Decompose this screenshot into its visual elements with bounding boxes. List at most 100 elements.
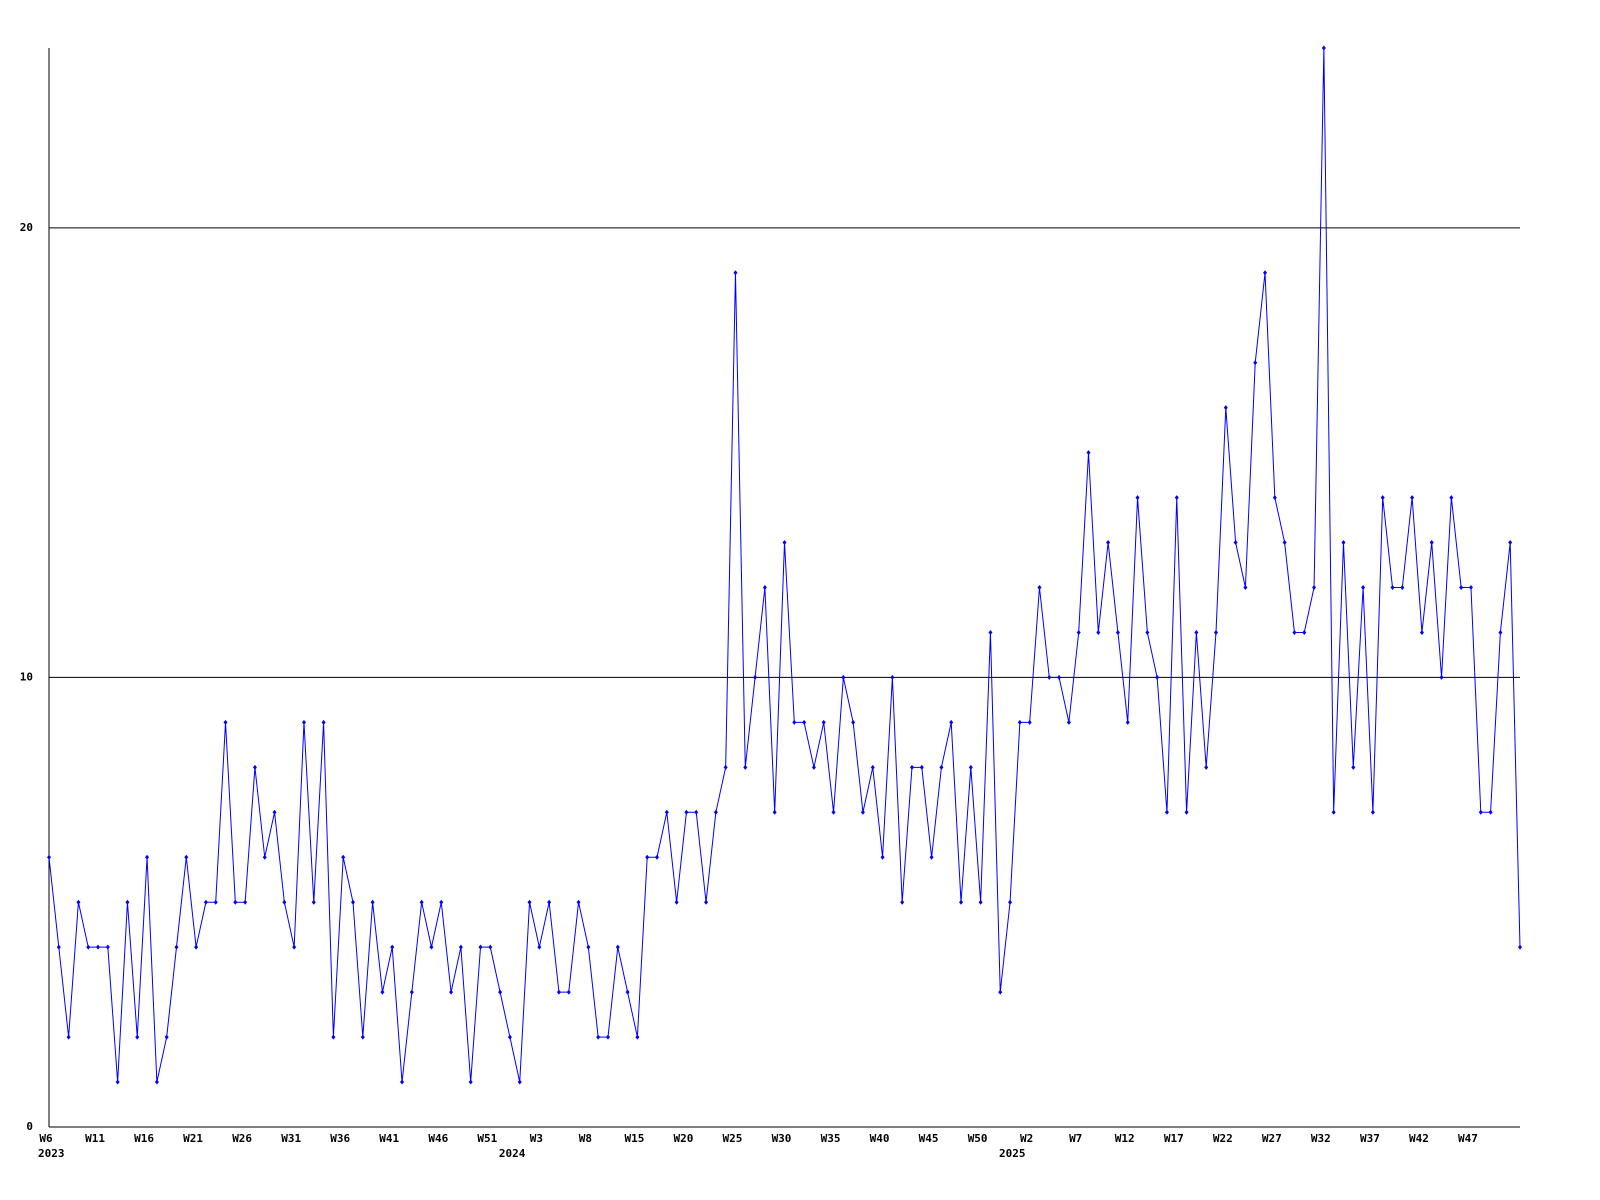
data-point bbox=[762, 585, 767, 590]
data-point bbox=[939, 764, 944, 770]
data-point bbox=[1518, 944, 1522, 950]
data-point bbox=[262, 854, 267, 860]
data-point bbox=[439, 899, 444, 905]
data-point bbox=[694, 809, 699, 815]
data-point bbox=[429, 944, 434, 950]
data-point bbox=[252, 764, 257, 770]
data-point bbox=[1066, 719, 1071, 725]
data-point bbox=[1204, 764, 1209, 770]
data-point bbox=[282, 899, 287, 905]
data-point bbox=[56, 944, 61, 950]
data-point bbox=[704, 899, 709, 905]
x-tick-label: W12 bbox=[1115, 1132, 1135, 1145]
data-point bbox=[517, 1079, 522, 1085]
data-point bbox=[890, 674, 895, 680]
data-point bbox=[841, 674, 846, 680]
data-point bbox=[1233, 540, 1238, 546]
y-tick-label: 0 bbox=[26, 1120, 33, 1133]
data-point bbox=[547, 899, 552, 905]
data-point bbox=[174, 944, 179, 950]
data-point bbox=[909, 764, 914, 770]
x-tick-label: W51 bbox=[477, 1132, 497, 1145]
data-point bbox=[1429, 540, 1434, 546]
data-point bbox=[1047, 674, 1052, 680]
data-point bbox=[233, 899, 238, 905]
data-point bbox=[1076, 629, 1081, 635]
data-point bbox=[753, 674, 758, 680]
data-point bbox=[498, 989, 503, 995]
data-point bbox=[792, 719, 797, 725]
data-point bbox=[743, 764, 748, 770]
data-point bbox=[1282, 540, 1287, 546]
x-tick-label: W41 bbox=[379, 1132, 399, 1145]
data-point bbox=[1478, 809, 1483, 815]
data-point bbox=[537, 944, 542, 950]
data-point bbox=[811, 764, 816, 770]
data-point bbox=[919, 764, 924, 770]
data-point bbox=[998, 989, 1003, 995]
data-point bbox=[370, 899, 375, 905]
data-point bbox=[625, 989, 630, 995]
x-tick-label: W45 bbox=[919, 1132, 939, 1145]
data-point bbox=[409, 989, 414, 995]
data-point bbox=[1223, 405, 1228, 411]
x-tick-label: W47 bbox=[1458, 1132, 1478, 1145]
data-point bbox=[154, 1079, 159, 1085]
x-tick-label: W25 bbox=[723, 1132, 743, 1145]
data-point bbox=[272, 809, 277, 815]
x-tick-label: W6 bbox=[39, 1132, 53, 1145]
data-point bbox=[380, 989, 385, 995]
data-point bbox=[1253, 360, 1258, 366]
data-point bbox=[1361, 585, 1366, 590]
x-tick-label: W46 bbox=[428, 1132, 448, 1145]
data-point bbox=[1135, 495, 1140, 501]
data-point bbox=[1302, 629, 1307, 635]
data-point bbox=[664, 809, 669, 815]
data-point bbox=[1017, 719, 1022, 725]
x-tick-label: W27 bbox=[1262, 1132, 1282, 1145]
data-point bbox=[292, 944, 297, 950]
data-point bbox=[1037, 585, 1042, 590]
data-point bbox=[1351, 764, 1356, 770]
data-point bbox=[1508, 540, 1513, 546]
data-point bbox=[1439, 674, 1444, 680]
data-point bbox=[135, 1034, 140, 1040]
year-label: 2025 bbox=[999, 1147, 1026, 1160]
data-point bbox=[1498, 629, 1503, 635]
data-point bbox=[772, 809, 777, 815]
data-point bbox=[880, 854, 885, 860]
data-point bbox=[1380, 495, 1385, 501]
x-tick-label: W30 bbox=[772, 1132, 792, 1145]
data-point bbox=[1341, 540, 1346, 546]
x-tick-label: W2 bbox=[1020, 1132, 1033, 1145]
data-point bbox=[125, 899, 130, 905]
data-point bbox=[860, 809, 865, 815]
data-point bbox=[1096, 629, 1101, 635]
data-point bbox=[243, 899, 248, 905]
x-tick-label: W16 bbox=[134, 1132, 154, 1145]
data-point bbox=[66, 1034, 71, 1040]
data-point bbox=[635, 1034, 640, 1040]
year-label: 2024 bbox=[499, 1147, 526, 1160]
data-point bbox=[301, 719, 306, 725]
x-tick-label: W7 bbox=[1069, 1132, 1082, 1145]
data-point bbox=[1459, 585, 1464, 590]
data-point bbox=[1449, 495, 1454, 501]
data-point bbox=[321, 719, 326, 725]
data-point bbox=[1243, 585, 1248, 590]
data-point bbox=[1155, 674, 1160, 680]
x-tick-label: W21 bbox=[183, 1132, 203, 1145]
x-tick-label: W8 bbox=[579, 1132, 592, 1145]
data-point bbox=[1390, 585, 1395, 590]
x-tick-label: W50 bbox=[968, 1132, 988, 1145]
x-tick-label: W26 bbox=[232, 1132, 252, 1145]
data-point bbox=[1086, 450, 1091, 456]
data-point bbox=[527, 899, 532, 905]
data-point bbox=[1125, 719, 1130, 725]
data-point bbox=[959, 899, 964, 905]
y-tick-label: 10 bbox=[20, 670, 33, 683]
data-point bbox=[507, 1034, 512, 1040]
data-point bbox=[851, 719, 856, 725]
